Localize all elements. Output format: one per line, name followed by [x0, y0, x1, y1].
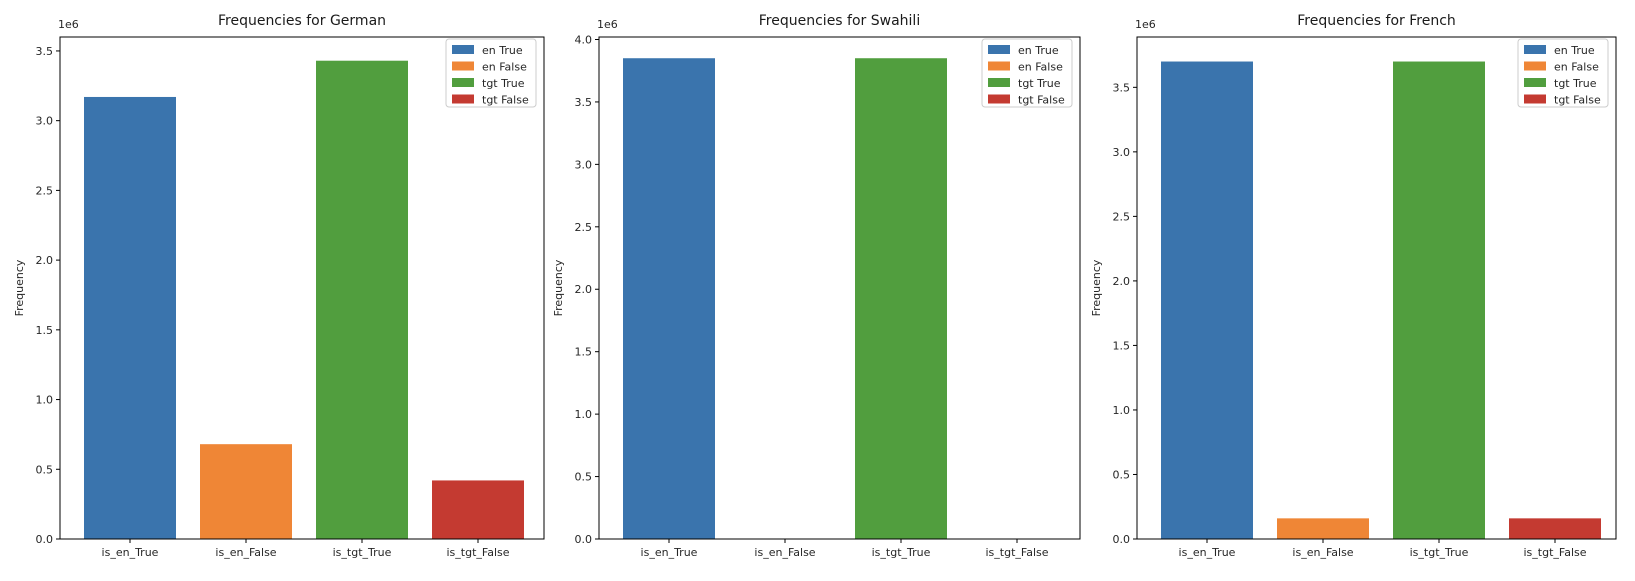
y-axis-label: Frequency	[13, 259, 26, 316]
legend-swatch	[988, 45, 1010, 54]
legend-label: en True	[1554, 44, 1595, 57]
y-tick-label: 1.5	[1113, 339, 1131, 352]
legend-label: en False	[1554, 61, 1599, 74]
legend-label: tgt False	[1554, 94, 1601, 107]
x-tick-label: is_tgt_False	[985, 546, 1048, 559]
legend-swatch	[1524, 61, 1546, 71]
y-tick-label: 2.0	[575, 283, 593, 296]
bar-is-en-true	[1161, 61, 1253, 539]
y-offset-text: 1e6	[1135, 18, 1156, 31]
y-tick-label: 1.5	[36, 324, 54, 337]
bar-is-tgt-true	[855, 58, 947, 540]
legend-swatch	[452, 45, 474, 54]
x-tick-label: is_tgt_True	[333, 546, 392, 559]
x-tick-label: is_tgt_False	[1523, 546, 1586, 559]
y-tick-label: 3.5	[575, 96, 593, 109]
legend: en True en False tgt True tgt False	[981, 38, 1073, 108]
y-tick-label: 0.5	[36, 463, 54, 476]
y-tick-label: 3.5	[36, 45, 54, 58]
x-tick-label: is_en_True	[102, 546, 159, 559]
chart-panel-3: 0.0 0.5 1.0 1.5 2.0 2.5 3.0 3.5 is_en_True is_en_…	[1090, 13, 1617, 559]
x-tick-label: is_en_True	[1179, 546, 1236, 559]
chart-title: Frequencies for German	[218, 13, 386, 29]
legend-swatch	[1524, 45, 1546, 54]
y-tick-label: 2.5	[1113, 210, 1131, 223]
y-offset-text: 1e6	[58, 18, 79, 31]
y-tick-label: 3.0	[1113, 146, 1131, 159]
legend-box	[981, 38, 1073, 108]
axes-frame	[598, 36, 1081, 540]
y-tick-label: 0.5	[1113, 468, 1131, 481]
legend-label: tgt True	[1018, 77, 1061, 90]
x-tick-label: is_tgt_True	[872, 546, 931, 559]
bar-is-tgt-true	[316, 60, 408, 539]
x-tick-label: is_en_False	[215, 546, 276, 559]
legend-box	[445, 38, 537, 108]
y-tick-label: 2.0	[1113, 275, 1131, 288]
bar-is-tgt-true	[1393, 61, 1485, 539]
y-tick-label: 0.0	[36, 533, 54, 546]
y-tick-label: 3.5	[1113, 81, 1131, 94]
legend-swatch	[988, 94, 1010, 104]
y-tick-label: 1.0	[36, 394, 54, 407]
legend-label: en False	[482, 61, 527, 74]
y-axis-label: Frequency	[1090, 259, 1103, 316]
legend-label: tgt True	[1554, 77, 1597, 90]
x-tick-label: is_en_True	[641, 546, 698, 559]
x-tick-label: is_tgt_True	[1410, 546, 1469, 559]
chart-panel-1: 0.0 0.5 1.0 1.5 2.0 2.5 3.0 3.5 is_en_True is_en_…	[13, 13, 545, 559]
axes-frame	[1136, 36, 1617, 540]
legend-label: tgt True	[482, 77, 525, 90]
chart-panel-2: 0.0 0.5 1.0 1.5 2.0 2.5 3.0 3.5 4.0 is_en_True is_…	[552, 13, 1081, 559]
y-offset-text: 1e6	[597, 18, 618, 31]
y-tick-label: 0.0	[575, 533, 593, 546]
legend-label: tgt False	[1018, 94, 1065, 107]
chart-title: Frequencies for Swahili	[759, 13, 920, 29]
legend: en True en False tgt True tgt False	[445, 38, 537, 108]
legend-label: tgt False	[482, 94, 529, 107]
bar-is-en-true	[84, 96, 176, 539]
x-tick-label: is_en_False	[1292, 546, 1353, 559]
y-axis-label: Frequency	[552, 259, 565, 316]
legend-box	[1517, 38, 1609, 108]
legend-swatch	[988, 78, 1010, 87]
legend-label: en True	[482, 44, 523, 57]
bar-is-tgt-false	[432, 480, 524, 539]
x-tick-label: is_en_False	[754, 546, 815, 559]
chart-title: Frequencies for French	[1297, 13, 1456, 29]
y-tick-label: 1.5	[575, 346, 593, 359]
y-tick-label: 1.0	[1113, 404, 1131, 417]
y-tick-label: 0.0	[1113, 533, 1131, 546]
y-tick-label: 2.5	[575, 221, 593, 234]
y-tick-label: 0.5	[575, 471, 593, 484]
y-tick-label: 2.0	[36, 254, 54, 267]
y-tick-label: 3.0	[36, 115, 54, 128]
bar-is-en-false	[1277, 518, 1369, 539]
legend-label: en False	[1018, 61, 1063, 74]
y-tick-label: 3.0	[575, 158, 593, 171]
legend-label: en True	[1018, 44, 1059, 57]
y-tick-label: 1.0	[575, 408, 593, 421]
legend-swatch	[452, 61, 474, 71]
x-tick-label: is_tgt_False	[446, 546, 509, 559]
legend-swatch	[1524, 94, 1546, 104]
legend-swatch	[988, 61, 1010, 71]
y-tick-label: 2.5	[36, 184, 54, 197]
legend: en True en False tgt True tgt False	[1517, 38, 1609, 108]
legend-swatch	[452, 94, 474, 104]
bar-is-en-true	[623, 58, 715, 540]
bar-is-en-false	[200, 444, 292, 539]
bar-is-tgt-false	[1509, 518, 1601, 539]
y-tick-label: 4.0	[575, 33, 593, 46]
legend-swatch	[452, 78, 474, 87]
legend-swatch	[1524, 78, 1546, 87]
axes-frame	[59, 36, 545, 540]
